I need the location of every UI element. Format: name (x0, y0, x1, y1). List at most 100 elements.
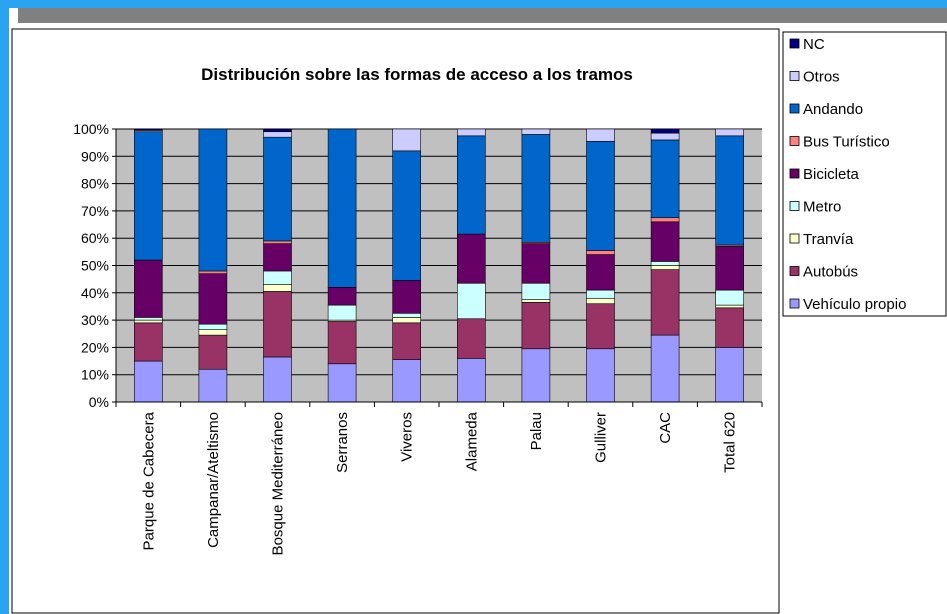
bar-segment (586, 140, 615, 251)
legend-swatch (789, 103, 800, 114)
x-tick-label: Parque de Cabecera (140, 411, 157, 550)
bar-segment (521, 128, 551, 135)
legend-swatch (789, 136, 800, 146)
bar-segment (456, 128, 486, 137)
bar-segment (327, 287, 357, 306)
bar-segment (650, 261, 680, 266)
bar-segment (198, 323, 228, 330)
bar-segment (586, 348, 615, 403)
legend-box (782, 31, 947, 317)
legend-label: Metro (803, 199, 841, 216)
bar-segment (134, 131, 163, 261)
y-tick-label: 80% (81, 176, 109, 192)
bar-segment (650, 265, 680, 270)
legend-swatch (789, 38, 800, 49)
bar-segment (650, 132, 680, 141)
x-tick-label: Bosque Mediterráneo (270, 412, 287, 555)
legend-swatch (789, 233, 800, 244)
bar-segment (456, 358, 486, 403)
bar-segment (134, 259, 163, 318)
frame-top (0, 0, 947, 8)
bar-segment (327, 363, 357, 403)
bar-segment (198, 329, 228, 336)
y-tick-label: 40% (81, 285, 109, 301)
legend-swatch (789, 266, 800, 276)
bar-segment (134, 322, 163, 362)
bar-segment (456, 135, 486, 235)
x-tick-label: Palau (528, 412, 545, 450)
bar-segment (198, 273, 228, 325)
bar-segment (456, 282, 486, 320)
bar-segment (263, 291, 292, 358)
bar-segment (650, 139, 680, 219)
bar-segment (650, 334, 680, 403)
bar-segment (715, 307, 745, 348)
bar-segment (521, 299, 551, 303)
legend-swatch (789, 298, 800, 309)
bar-segment (586, 128, 615, 142)
bar-segment (650, 269, 680, 336)
header-bar (18, 8, 947, 23)
bar-segment (586, 297, 615, 305)
bar-segment (134, 317, 163, 321)
x-tick-label: Gulliver (593, 412, 610, 463)
bar-segment (586, 303, 615, 350)
legend-label: NC (803, 36, 825, 53)
y-tick-label: 100% (73, 121, 109, 137)
bar-segment (263, 243, 292, 272)
y-tick-label: 10% (81, 367, 109, 383)
bar-segment (263, 136, 292, 242)
bar-segment (715, 304, 745, 309)
x-tick-label: CAC (657, 412, 674, 444)
bar-segment (521, 302, 551, 350)
chart-border (11, 28, 780, 614)
bar-segment (586, 250, 615, 255)
frame-left (0, 0, 9, 614)
y-tick-label: 50% (81, 258, 109, 274)
legend-swatch (789, 168, 800, 179)
bar-segment (263, 356, 292, 403)
legend-swatch (789, 201, 800, 211)
bar-segment (263, 270, 292, 285)
y-tick-label: 90% (81, 148, 109, 164)
bar-segment (586, 289, 615, 299)
y-tick-label: 20% (81, 339, 109, 355)
bar-segment (134, 128, 163, 131)
y-tick-label: 70% (81, 203, 109, 219)
x-tick-label: Viveros (399, 412, 416, 462)
bar-segment (650, 128, 680, 134)
bar-segment (134, 319, 163, 324)
bar-segment (715, 135, 745, 246)
bar-segment (327, 304, 357, 321)
x-tick-label: Campanar/Ateltismo (205, 412, 222, 548)
x-tick-label: Serranos (334, 412, 351, 473)
bar-segment (198, 128, 228, 272)
bar-segment (392, 280, 422, 314)
bar-segment (586, 254, 615, 291)
legend-label: Otros (803, 69, 840, 86)
bar-segment (715, 347, 745, 403)
bar-segment (521, 348, 551, 403)
bar-segment (392, 322, 422, 360)
bar-segment (263, 128, 292, 133)
chart-title: Distribución sobre las formas de acceso … (201, 65, 633, 84)
bar-segment (650, 217, 680, 223)
y-tick-label: 0% (89, 394, 109, 410)
bar-segment (198, 368, 228, 403)
bar-segment (715, 246, 745, 291)
bar-segment (392, 312, 422, 318)
legend-label: Tranvía (803, 231, 854, 248)
bar-segment (198, 334, 228, 370)
x-tick-label: Total 620 (722, 412, 739, 473)
legend-label: Andando (803, 101, 863, 118)
legend-swatch (789, 71, 800, 81)
bar-segment (327, 321, 357, 365)
legend-label: Autobús (803, 264, 858, 281)
legend-label: Bicicleta (803, 166, 860, 183)
bar-segment (715, 128, 745, 137)
y-tick-label: 30% (81, 312, 109, 328)
bar-segment (392, 128, 422, 152)
bar-segment (456, 318, 486, 359)
